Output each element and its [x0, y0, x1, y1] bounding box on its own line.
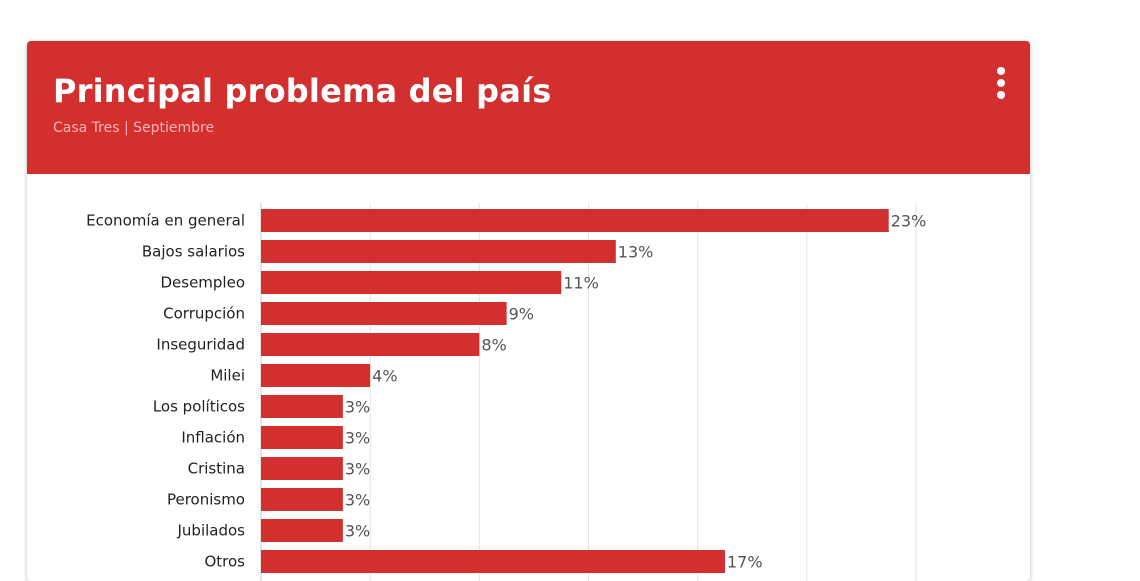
category-label: Los políticos	[153, 398, 245, 416]
category-label: Bajos salarios	[142, 243, 245, 261]
bar[interactable]	[261, 302, 507, 325]
category-label: Otros	[204, 553, 245, 571]
category-label: Jubilados	[177, 522, 246, 540]
value-label: 3%	[345, 429, 370, 448]
value-label: 3%	[345, 522, 370, 541]
bar[interactable]	[261, 426, 343, 449]
value-label: 3%	[345, 460, 370, 479]
value-label: 11%	[563, 274, 599, 293]
value-label: 23%	[891, 212, 927, 231]
category-label: Milei	[210, 367, 245, 385]
bars	[261, 209, 889, 573]
value-label: 8%	[481, 336, 506, 355]
category-label: Inflación	[181, 429, 245, 447]
value-label: 9%	[509, 305, 534, 324]
category-label: Corrupción	[163, 305, 245, 323]
value-label: 13%	[618, 243, 654, 262]
bar[interactable]	[261, 519, 343, 542]
value-labels: 23%13%11%9%8%4%3%3%3%3%3%17%	[345, 212, 926, 572]
category-label: Cristina	[188, 460, 245, 478]
chart-card: Principal problema del país Casa Tres | …	[27, 41, 1030, 581]
bar[interactable]	[261, 550, 725, 573]
value-label: 3%	[345, 398, 370, 417]
chart-title: Principal problema del país	[53, 72, 552, 110]
chart-subtitle: Casa Tres | Septiembre	[53, 120, 215, 136]
category-label: Peronismo	[167, 491, 245, 509]
bar[interactable]	[261, 271, 562, 294]
bar[interactable]	[261, 488, 343, 511]
bar-chart: Economía en general Bajos salarios Desempl…	[86, 203, 926, 581]
category-label: Desempleo	[160, 274, 245, 292]
value-label: 17%	[727, 553, 763, 572]
bar[interactable]	[261, 240, 616, 263]
bar[interactable]	[261, 395, 343, 418]
category-label: Economía en general	[86, 212, 245, 230]
card-header: Principal problema del país Casa Tres | …	[27, 41, 1030, 174]
category-labels: Economía en general Bajos salarios Desempl…	[86, 212, 245, 571]
bar[interactable]	[261, 364, 371, 387]
grid-lines	[260, 203, 917, 581]
value-label: 3%	[345, 491, 370, 510]
more-vert-icon[interactable]	[991, 65, 1011, 101]
bar[interactable]	[261, 209, 889, 232]
category-label: Inseguridad	[156, 336, 245, 354]
bar[interactable]	[261, 333, 480, 356]
value-label: 4%	[372, 367, 397, 386]
bar[interactable]	[261, 457, 343, 480]
